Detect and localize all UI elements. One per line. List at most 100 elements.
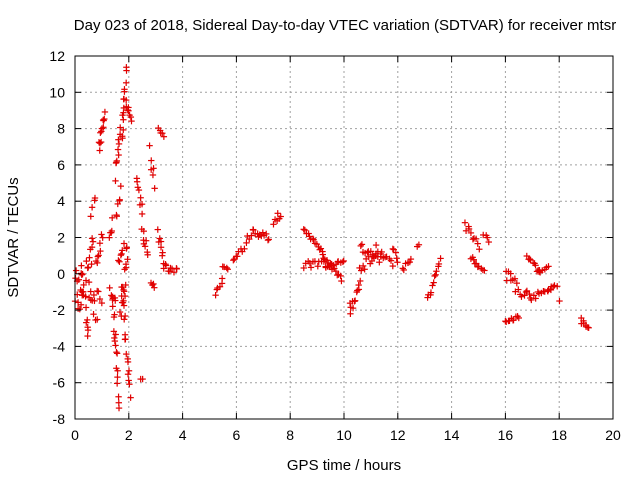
data-point — [123, 350, 130, 358]
data-point — [127, 394, 134, 401]
data-point — [515, 314, 522, 322]
data-point — [378, 248, 385, 256]
data-point — [78, 262, 85, 269]
data-point — [263, 230, 270, 238]
data-point — [150, 165, 157, 172]
data-point — [481, 267, 488, 274]
data-point — [109, 296, 116, 304]
data-point — [125, 107, 132, 114]
data-point — [159, 252, 166, 259]
data-point — [140, 227, 147, 235]
data-point — [109, 303, 116, 310]
data-point — [223, 264, 230, 272]
data-point — [84, 332, 91, 340]
data-point — [521, 292, 528, 299]
data-point — [338, 277, 345, 285]
data-point — [101, 115, 108, 123]
data-point — [123, 67, 130, 74]
data-point — [84, 316, 91, 324]
x-tick-label: 6 — [233, 427, 241, 443]
x-tick-label: 10 — [336, 427, 352, 443]
data-point — [518, 293, 525, 300]
data-point — [389, 262, 396, 270]
data-point — [393, 255, 400, 262]
x-tick-labels: 0 2 4 6 8 10 12 14 16 18 20 — [71, 427, 621, 443]
data-point — [120, 116, 127, 123]
data-point — [349, 304, 357, 312]
data-point — [545, 263, 552, 270]
data-point — [82, 304, 90, 311]
data-point — [122, 96, 130, 104]
data-point — [146, 142, 153, 149]
data-point — [84, 326, 92, 334]
data-point — [95, 252, 102, 259]
data-point — [113, 348, 120, 356]
data-point — [351, 297, 359, 304]
data-point — [528, 296, 535, 304]
data-point — [359, 262, 367, 270]
data-point — [357, 242, 364, 250]
y-tick-label: -8 — [53, 411, 66, 427]
data-point — [347, 310, 354, 317]
data-point — [118, 250, 125, 258]
data-point — [119, 247, 126, 254]
data-point — [120, 126, 127, 134]
data-point — [133, 178, 141, 185]
data-point — [270, 221, 277, 228]
data-point — [122, 79, 130, 87]
data-point — [250, 226, 257, 234]
data-point — [120, 316, 128, 323]
data-point — [173, 265, 180, 273]
data-point — [144, 251, 151, 259]
data-point — [134, 184, 142, 191]
data-point — [300, 264, 307, 272]
data-point — [115, 151, 122, 159]
data-point — [142, 237, 150, 244]
data-point — [95, 288, 102, 295]
data-point — [320, 255, 327, 262]
data-point — [115, 399, 122, 406]
y-tick-label: -4 — [53, 338, 66, 354]
data-point — [115, 140, 123, 148]
y-tick-labels: -8 -6 -4 -2 0 2 4 6 8 10 12 — [49, 48, 65, 427]
data-point — [551, 282, 558, 289]
data-point — [82, 293, 89, 300]
data-point — [120, 286, 127, 294]
x-axis-label: GPS time / hours — [287, 457, 401, 474]
data-point — [85, 278, 93, 286]
data-point — [310, 236, 317, 243]
x-tick-label: 20 — [605, 427, 621, 443]
x-tick-label: 0 — [71, 427, 79, 443]
data-point — [121, 312, 129, 320]
data-point — [370, 254, 378, 262]
data-point — [369, 251, 376, 258]
data-point — [216, 283, 224, 290]
data-point — [125, 367, 133, 374]
x-tick-label: 4 — [179, 427, 187, 443]
data-point — [472, 235, 480, 243]
data-point — [319, 251, 327, 258]
data-point — [585, 324, 592, 331]
data-point — [87, 213, 94, 220]
data-point — [98, 125, 106, 132]
data-point — [400, 266, 408, 274]
data-point — [340, 257, 347, 265]
data-point — [113, 157, 121, 165]
x-tick-label: 18 — [551, 427, 567, 443]
data-point — [106, 234, 113, 241]
data-point — [127, 113, 135, 121]
data-point — [94, 316, 101, 323]
data-point — [115, 136, 122, 143]
data-point — [120, 288, 128, 295]
data-point — [429, 282, 436, 289]
data-point — [139, 375, 146, 383]
data-point — [122, 260, 130, 268]
data-point — [91, 297, 98, 305]
data-point — [357, 277, 364, 285]
data-point — [151, 284, 158, 291]
data-point — [358, 241, 366, 248]
data-point — [305, 230, 312, 237]
data-point — [124, 358, 132, 366]
data-point — [90, 310, 97, 318]
data-point — [116, 197, 123, 204]
